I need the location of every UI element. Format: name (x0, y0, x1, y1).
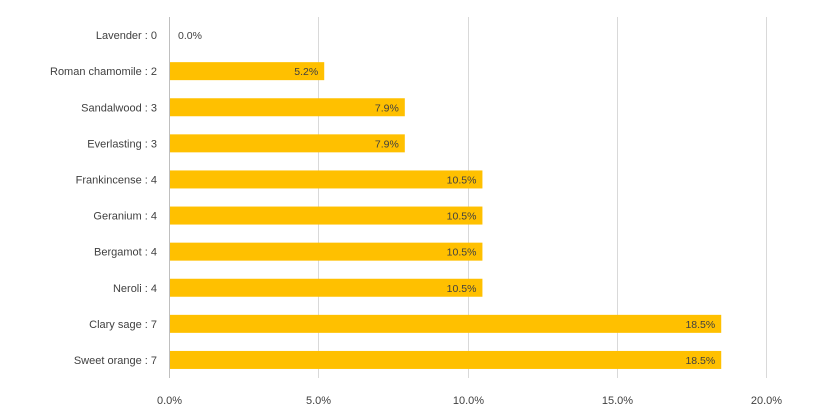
data-label: 5.2% (294, 66, 318, 78)
bar (170, 314, 722, 333)
bar (170, 98, 405, 117)
x-tick-label: 20.0% (751, 395, 782, 407)
data-label: 10.5% (447, 211, 477, 223)
bar (170, 206, 483, 225)
bar (170, 242, 483, 261)
category-label: Geranium : 4 (93, 211, 157, 223)
data-label: 10.5% (447, 174, 477, 186)
data-label: 18.5% (685, 319, 715, 331)
data-label: 7.9% (375, 102, 399, 114)
x-tick-label: 15.0% (602, 395, 633, 407)
category-label: Sandalwood : 3 (81, 102, 157, 114)
x-axis-tick-labels: 0.0% 5.0% 10.0% 15.0% 20.0% (157, 395, 782, 407)
bar (170, 170, 483, 189)
bars (170, 62, 722, 369)
category-label: Sweet orange : 7 (74, 355, 157, 367)
data-labels: 0.0% 5.2% 7.9% 7.9% 10.5% 10.5% 10.5% 10.5% 18.5… (178, 30, 715, 367)
category-label: Bergamot : 4 (94, 247, 157, 259)
data-label: 7.9% (375, 138, 399, 150)
bar (170, 134, 405, 153)
data-label: 10.5% (447, 283, 477, 295)
category-labels: Lavender : 0 Roman chamomile : 2 Sandalwoo… (50, 30, 157, 367)
bar (170, 278, 483, 297)
bar (170, 62, 325, 81)
x-tick-label: 10.0% (453, 395, 484, 407)
x-tick-label: 0.0% (157, 395, 182, 407)
category-label: Roman chamomile : 2 (50, 66, 157, 78)
data-label: 0.0% (178, 30, 202, 42)
x-tick-label: 5.0% (306, 395, 331, 407)
category-label: Everlasting : 3 (87, 138, 157, 150)
category-label: Frankincense : 4 (76, 174, 157, 186)
category-label: Neroli : 4 (113, 283, 157, 295)
data-label: 10.5% (447, 247, 477, 259)
bar (170, 350, 722, 369)
category-label: Lavender : 0 (96, 30, 157, 42)
data-label: 18.5% (685, 355, 715, 367)
category-label: Clary sage : 7 (89, 319, 157, 331)
